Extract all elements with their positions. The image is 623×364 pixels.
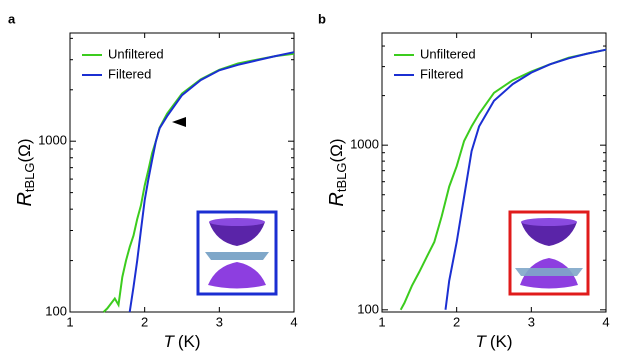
x-tick-label: 3: [216, 314, 223, 329]
x-label-unit: (K): [178, 332, 201, 351]
y-label-sub: tBLG: [22, 162, 37, 192]
y-label-unit: (Ω): [327, 138, 346, 162]
inset-a: [196, 210, 278, 296]
y-tick-label: 100: [45, 303, 67, 318]
panel: b 1 2 3 4 100 1000 T (K) RtBLG(Ω) Unfiltered Filter…: [318, 11, 610, 351]
panel: a 1 2 3 4 100 1000 T (K) RtBLG(Ω) Unfiltered Filter…: [8, 11, 298, 351]
x-label-unit: (K): [490, 332, 513, 351]
plot-frame: [381, 32, 607, 313]
panel-label: a: [8, 11, 16, 26]
x-axis-label: T (K): [475, 332, 512, 351]
x-tick-label: 1: [378, 314, 385, 329]
legend-label: Filtered: [108, 66, 151, 81]
panel-label: b: [318, 11, 326, 26]
y-label-symbol: R: [14, 192, 36, 206]
y-label-sub: tBLG: [334, 162, 349, 192]
x-label-symbol: T: [475, 332, 487, 351]
legend-label: Unfiltered: [420, 46, 476, 61]
x-tick-label: 3: [528, 314, 535, 329]
x-tick-label: 2: [453, 314, 460, 329]
y-label-symbol: R: [326, 192, 348, 206]
inset-b: [508, 210, 590, 296]
x-tick-label: 4: [602, 314, 609, 329]
x-label-symbol: T: [163, 332, 175, 351]
y-tick-label: 100: [357, 301, 379, 316]
arrow-marker: [172, 117, 186, 127]
y-axis-label: RtBLG(Ω): [14, 138, 37, 206]
legend-label: Filtered: [420, 66, 463, 81]
x-axis-label: T (K): [163, 332, 200, 351]
y-tick-label: 1000: [38, 133, 67, 148]
data-line: [128, 51, 295, 313]
plot-frame: [69, 32, 295, 313]
y-label-unit: (Ω): [15, 138, 34, 162]
y-tick-label: 1000: [350, 137, 379, 152]
y-axis-label: RtBLG(Ω): [326, 138, 349, 206]
legend-label: Unfiltered: [108, 46, 164, 61]
x-tick-label: 2: [141, 314, 148, 329]
x-tick-label: 1: [66, 314, 73, 329]
data-line: [444, 48, 607, 310]
x-tick-label: 4: [290, 314, 297, 329]
